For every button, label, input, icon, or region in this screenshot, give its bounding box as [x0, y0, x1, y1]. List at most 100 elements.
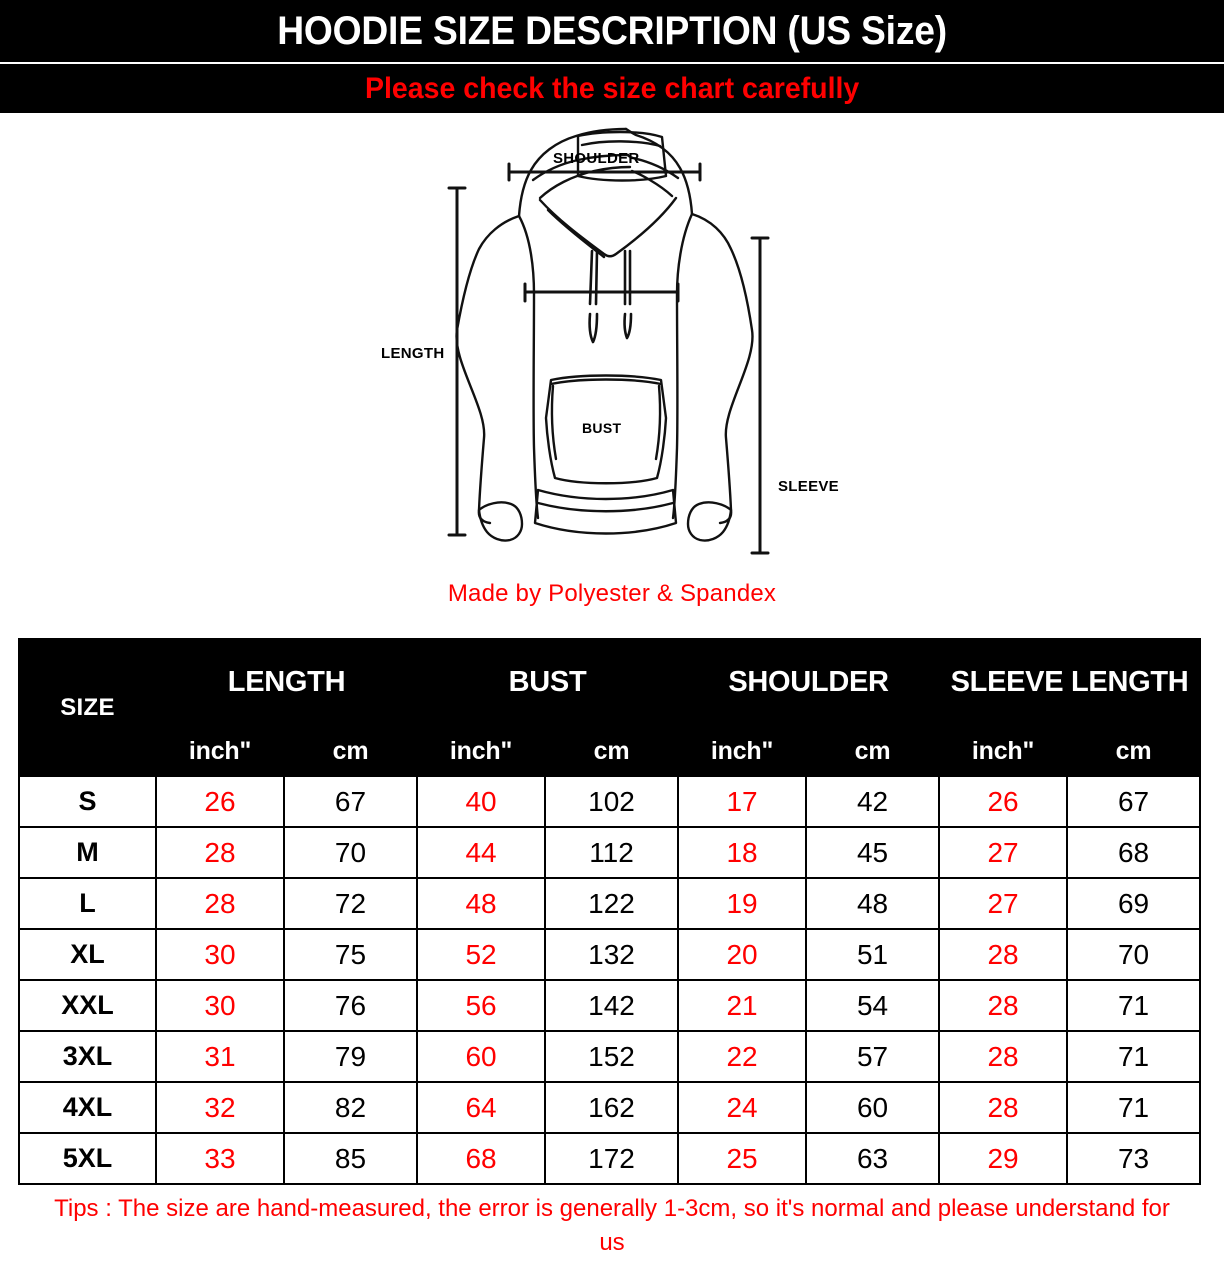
- hoodie-left-cuff: [477, 501, 524, 542]
- unit-header-sleeve-cm: cm: [1066, 726, 1202, 777]
- hoodie-pocket-opening-right: [654, 384, 662, 461]
- shoulder-label: SHOULDER: [553, 150, 640, 167]
- table-row: XL 30 75 52 132 20 51 28 70: [18, 928, 1202, 981]
- length-dimension-line: [447, 186, 467, 537]
- measurement-cell-cm: 71: [1066, 979, 1202, 1032]
- measurement-cell-cm: 102: [544, 775, 680, 828]
- measurement-cell-cm: 82: [282, 1081, 419, 1134]
- measurement-cell-inch: 26: [938, 775, 1069, 828]
- measurement-cell-cm: 45: [805, 826, 941, 879]
- measurement-cell-inch: 22: [677, 1030, 808, 1083]
- measurement-cell-inch: 28: [155, 877, 285, 930]
- table-body: S 26 67 40 102 17 42 26 67 M 28 70 44 112 18 45 27 68 L 28 7…: [18, 775, 1202, 1185]
- table-row: M 28 70 44 112 18 45 27 68: [18, 826, 1202, 879]
- measurement-cell-inch: 26: [155, 775, 285, 828]
- hoodie-diagram: SHOULDER LENGTH SLEEVE BUST Made by Poly…: [0, 118, 1224, 623]
- group-header-row: SIZE LENGTH BUST SHOULDER SLEEVE LENGTH: [18, 638, 1202, 777]
- hoodie-right-sleeve: [690, 212, 754, 525]
- measurement-cell-cm: 57: [805, 1030, 941, 1083]
- hoodie-hood-lining-right: [626, 153, 680, 180]
- measurement-cell-cm: 73: [1066, 1132, 1202, 1185]
- size-cell: XL: [18, 928, 157, 981]
- measurement-cell-cm: 63: [805, 1132, 941, 1185]
- measurement-cell-cm: 152: [544, 1030, 680, 1083]
- column-header-shoulder: SHOULDER: [677, 638, 941, 728]
- column-header-bust: BUST: [416, 638, 680, 728]
- measurement-cell-cm: 76: [282, 979, 419, 1032]
- size-cell: XXL: [18, 979, 157, 1032]
- size-cell: 5XL: [18, 1132, 157, 1185]
- measurement-cell-cm: 162: [544, 1081, 680, 1134]
- hoodie-collar-band: [576, 130, 668, 182]
- measurement-cell-cm: 70: [1066, 928, 1202, 981]
- measurement-cell-cm: 79: [282, 1030, 419, 1083]
- measurement-cell-cm: 132: [544, 928, 680, 981]
- page-subtitle: Please check the size chart carefully: [364, 71, 860, 105]
- measurement-cell-cm: 67: [282, 775, 419, 828]
- measurement-cell-cm: 85: [282, 1132, 419, 1185]
- measurement-cell-cm: 48: [805, 877, 941, 930]
- measurement-cell-cm: 69: [1066, 877, 1202, 930]
- hoodie-collar-band-inner: [580, 140, 662, 148]
- hoodie-hem-band: [533, 488, 678, 535]
- unit-header-shoulder-cm: cm: [805, 726, 941, 777]
- measurement-cell-cm: 72: [282, 877, 419, 930]
- hoodie-pocket-opening-left: [550, 384, 558, 461]
- measurement-cell-inch: 17: [677, 775, 808, 828]
- hoodie-hood-left: [517, 127, 628, 218]
- table-row: XXL 30 76 56 142 21 54 28 71: [18, 979, 1202, 1032]
- measurement-cell-inch: 60: [416, 1030, 547, 1083]
- title-banner: HOODIE SIZE DESCRIPTION (US Size): [0, 0, 1224, 62]
- unit-header-shoulder-inch: inch": [677, 726, 808, 777]
- measurement-cell-inch: 30: [155, 979, 285, 1032]
- measurement-cell-inch: 18: [677, 826, 808, 879]
- measurement-cell-cm: 68: [1066, 826, 1202, 879]
- unit-header-length-cm: cm: [282, 726, 419, 777]
- hoodie-neckline-inner: [546, 208, 606, 259]
- unit-header-sleeve-inch: inch": [938, 726, 1069, 777]
- measurement-cell-cm: 142: [544, 979, 680, 1032]
- sleeve-dimension-line: [750, 236, 770, 555]
- size-cell: 4XL: [18, 1081, 157, 1134]
- measurement-cell-cm: 71: [1066, 1030, 1202, 1083]
- hoodie-pocket: [544, 374, 668, 485]
- measurement-cell-inch: 28: [155, 826, 285, 879]
- measurement-cell-cm: 172: [544, 1132, 680, 1185]
- measurement-cell-inch: 30: [155, 928, 285, 981]
- hoodie-hood-lining-left2: [538, 165, 632, 200]
- measurement-cell-inch: 27: [938, 877, 1069, 930]
- measurement-cell-inch: 32: [155, 1081, 285, 1134]
- measurement-cell-inch: 29: [938, 1132, 1069, 1185]
- measurement-cell-cm: 60: [805, 1081, 941, 1134]
- measurement-cell-inch: 40: [416, 775, 547, 828]
- page-title: HOODIE SIZE DESCRIPTION (US Size): [277, 8, 947, 53]
- measurement-cell-inch: 48: [416, 877, 547, 930]
- table-row: 4XL 32 82 64 162 24 60 28 71: [18, 1081, 1202, 1134]
- hoodie-neckline: [538, 196, 678, 258]
- hoodie-hood-lining-right2: [630, 169, 674, 198]
- hoodie-pocket-top-edge: [549, 378, 663, 386]
- measurement-cell-cm: 54: [805, 979, 941, 1032]
- hoodie-left-sleeve: [455, 214, 521, 525]
- measurement-cell-inch: 33: [155, 1132, 285, 1185]
- measurement-cell-inch: 64: [416, 1081, 547, 1134]
- measurement-cell-inch: 25: [677, 1132, 808, 1185]
- measurement-cell-cm: 75: [282, 928, 419, 981]
- measurement-cell-inch: 28: [938, 928, 1069, 981]
- size-chart-table: SIZE LENGTH BUST SHOULDER SLEEVE LENGTH …: [18, 638, 1202, 1185]
- hoodie-hem-band-inner: [536, 501, 675, 513]
- measurement-cell-cm: 67: [1066, 775, 1202, 828]
- measurement-cell-inch: 24: [677, 1081, 808, 1134]
- measurement-cell-inch: 56: [416, 979, 547, 1032]
- sleeve-label: SLEEVE: [778, 478, 839, 495]
- unit-header-bust-inch: inch": [416, 726, 547, 777]
- measurement-cell-inch: 52: [416, 928, 547, 981]
- size-cell: L: [18, 877, 157, 930]
- unit-header-row: inch" cm inch" cm inch" cm inch" cm: [19, 726, 1202, 777]
- measurement-cell-cm: 122: [544, 877, 680, 930]
- hoodie-drawstrings: [588, 249, 633, 344]
- table-row: S 26 67 40 102 17 42 26 67: [18, 775, 1202, 828]
- size-cell: S: [18, 775, 157, 828]
- size-cell: 3XL: [18, 1030, 157, 1083]
